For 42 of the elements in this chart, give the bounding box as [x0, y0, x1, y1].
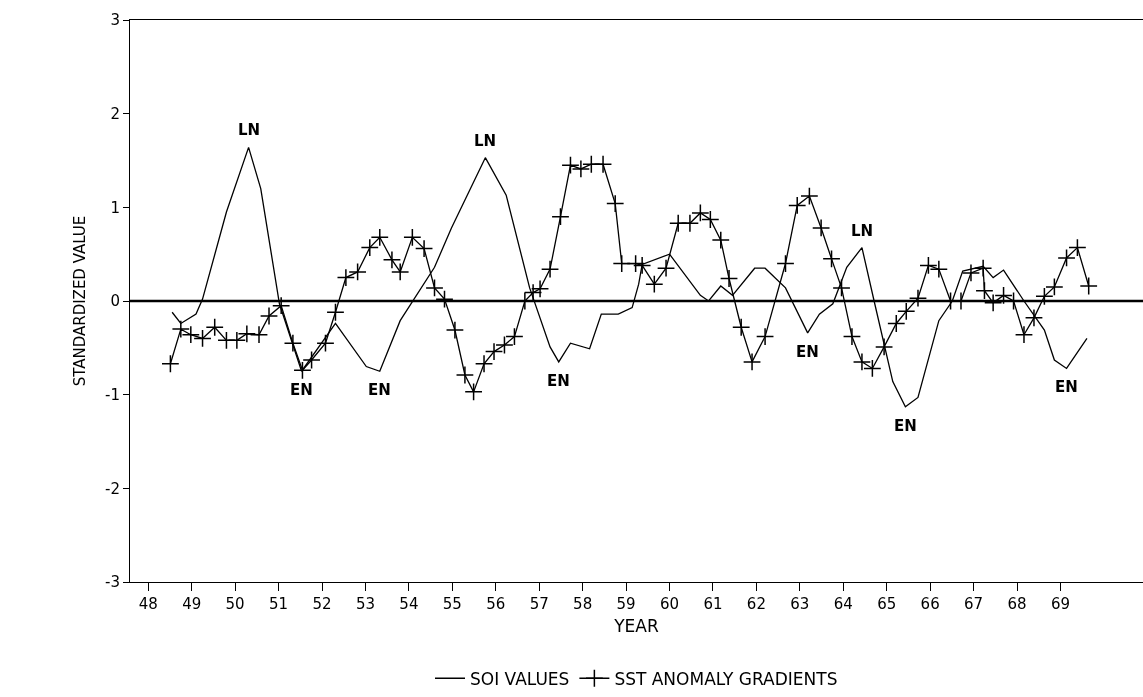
- annotation: LN: [851, 222, 874, 240]
- annotation: EN: [1055, 378, 1078, 396]
- legend-label: SOI VALUES: [470, 668, 570, 689]
- annotation: EN: [368, 381, 391, 399]
- y-tick-label: 0: [110, 292, 120, 311]
- x-tick-label: 64: [833, 595, 853, 613]
- x-tick-label: 56: [486, 595, 506, 613]
- annotation: LN: [474, 132, 497, 150]
- x-tick-label: 51: [269, 595, 289, 613]
- x-tick-label: 61: [703, 595, 723, 613]
- x-tick-label: 69: [1050, 595, 1071, 613]
- y-tick-label: -1: [105, 385, 120, 404]
- annotation: EN: [796, 343, 819, 361]
- x-tick-label: 62: [746, 595, 766, 613]
- y-axis-title: STANDARDIZED VALUE: [71, 215, 90, 387]
- y-tick-label: 1: [110, 198, 120, 217]
- x-tick-label: 59: [616, 595, 636, 613]
- y-tick-label: -3: [105, 573, 120, 592]
- y-tick-label: -2: [105, 479, 120, 498]
- annotation: EN: [290, 381, 313, 399]
- x-tick-label: 63: [790, 595, 810, 613]
- y-tick-label: 2: [110, 104, 120, 123]
- x-tick-label: 54: [399, 595, 419, 613]
- x-tick-label: 55: [442, 595, 462, 613]
- x-tick-label: 66: [920, 595, 940, 613]
- x-tick-label: 68: [1007, 595, 1027, 613]
- x-tick-label: 49: [182, 595, 202, 613]
- x-tick-label: 48: [138, 595, 158, 613]
- x-tick-label: 60: [659, 595, 680, 613]
- x-tick-label: 53: [355, 595, 375, 613]
- y-tick-label: 3: [110, 11, 120, 30]
- x-tick-label: 52: [312, 595, 332, 613]
- x-tick-label: 50: [225, 595, 245, 613]
- x-tick-label: 67: [964, 595, 984, 613]
- annotation: LN: [238, 121, 261, 139]
- x-tick-label: 65: [877, 595, 897, 613]
- legend-label: SST ANOMALY GRADIENTS: [614, 668, 838, 689]
- x-tick-label: 57: [529, 595, 549, 613]
- x-axis-title: YEAR: [613, 616, 659, 637]
- annotation: EN: [894, 417, 917, 435]
- annotation: EN: [547, 372, 570, 390]
- x-tick-label: 58: [573, 595, 593, 613]
